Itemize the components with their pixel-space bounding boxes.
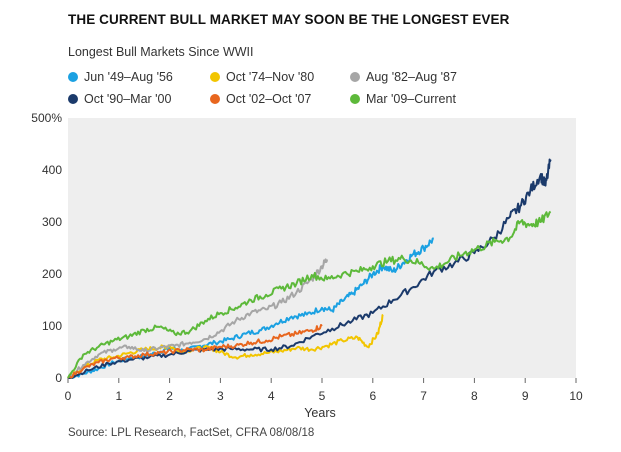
series-line-2 [67, 258, 329, 379]
x-tick-label: 4 [268, 389, 275, 403]
x-tick-label: 1 [115, 389, 122, 403]
series-line-5 [67, 210, 552, 379]
legend-label-oct02-oct07: Oct '02–Oct '07 [226, 92, 312, 106]
x-tick-label: 5 [319, 389, 326, 403]
legend-label-oct74-nov80: Oct '74–Nov '80 [226, 70, 315, 84]
x-axis-label: Years [304, 406, 336, 420]
legend-item-jun49-aug56: Jun '49–Aug '56 [68, 70, 173, 84]
x-tick-label: 9 [522, 389, 529, 403]
y-tick-label: 0 [55, 371, 62, 385]
legend-item-mar09-current: Mar '09–Current [350, 92, 456, 106]
chart-title: THE CURRENT BULL MARKET MAY SOON BE THE … [68, 12, 510, 27]
y-axis: 0 100 200 300 400 500% [31, 111, 62, 385]
y-tick-label: 400 [42, 163, 62, 177]
x-tick-label: 10 [569, 389, 583, 403]
series-line-3 [68, 158, 552, 379]
legend-item-oct02-oct07: Oct '02–Oct '07 [210, 92, 311, 106]
legend-item-aug82-aug87: Aug '82–Aug '87 [350, 70, 457, 84]
legend-swatch-jun49-aug56 [68, 72, 78, 82]
legend-swatch-oct74-nov80 [210, 72, 220, 82]
legend-label-mar09-current: Mar '09–Current [366, 92, 456, 106]
legend-label-oct90-mar00: Oct '90–Mar '00 [84, 92, 172, 106]
x-tick-label: 6 [369, 389, 376, 403]
legend-swatch-aug82-aug87 [350, 72, 360, 82]
legend-item-oct90-mar00: Oct '90–Mar '00 [68, 92, 171, 106]
legend-label-jun49-aug56: Jun '49–Aug '56 [84, 70, 173, 84]
source-note: Source: LPL Research, FactSet, CFRA 08/0… [68, 427, 315, 439]
x-tick-label: 3 [217, 389, 224, 403]
legend-item-oct74-nov80: Oct '74–Nov '80 [210, 70, 314, 84]
legend-swatch-oct90-mar00 [68, 94, 78, 104]
y-tick-label: 300 [42, 215, 62, 229]
x-tick-label: 0 [65, 389, 72, 403]
plot-area [68, 118, 576, 378]
y-tick-label: 500% [31, 111, 62, 125]
chart-subtitle: Longest Bull Markets Since WWII [68, 45, 254, 59]
legend-swatch-mar09-current [350, 94, 360, 104]
x-tick-label: 8 [471, 389, 478, 403]
legend-label-aug82-aug87: Aug '82–Aug '87 [366, 70, 457, 84]
series-layer [67, 158, 552, 379]
y-tick-label: 100 [42, 319, 62, 333]
legend-swatch-oct02-oct07 [210, 94, 220, 104]
series-line-4 [67, 324, 323, 379]
series-line-1 [67, 313, 384, 379]
x-tick-label: 7 [420, 389, 427, 403]
x-tick-label: 2 [166, 389, 173, 403]
y-tick-label: 200 [42, 267, 62, 281]
x-axis: 0 1 2 3 4 5 6 7 8 9 10 [65, 378, 583, 403]
